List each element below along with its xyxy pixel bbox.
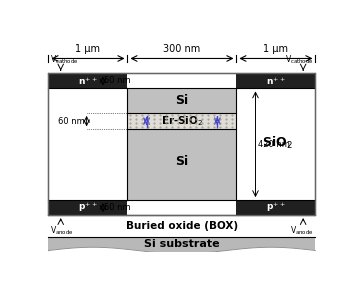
Text: V$_{\rm anode}$: V$_{\rm anode}$	[290, 225, 314, 237]
Bar	[236, 74, 315, 88]
Text: 50 nm: 50 nm	[104, 76, 131, 85]
Text: 50 nm: 50 nm	[104, 203, 131, 212]
Text: 300 nm: 300 nm	[163, 44, 201, 53]
Text: V$_{\rm cathode}$: V$_{\rm cathode}$	[50, 53, 78, 66]
Text: p$^{++}$: p$^{++}$	[266, 201, 286, 215]
Text: p$^{++}$: p$^{++}$	[78, 201, 98, 215]
Bar	[49, 215, 315, 237]
Text: V$_{\rm cathode}$: V$_{\rm cathode}$	[285, 53, 314, 66]
Text: 60 nm: 60 nm	[59, 117, 85, 126]
Text: Si substrate: Si substrate	[144, 239, 220, 249]
Bar	[127, 129, 236, 200]
Bar	[127, 88, 236, 113]
Text: V$_{\rm anode}$: V$_{\rm anode}$	[50, 225, 73, 237]
Text: Si: Si	[175, 94, 189, 107]
Text: Buried oxide (BOX): Buried oxide (BOX)	[126, 221, 238, 231]
Bar	[236, 74, 315, 215]
Bar	[49, 200, 127, 215]
Text: Si: Si	[175, 155, 189, 168]
Text: Er-SiO$_2$: Er-SiO$_2$	[161, 114, 203, 128]
Bar	[236, 200, 315, 215]
Text: 1 μm: 1 μm	[76, 44, 100, 53]
Bar	[49, 74, 127, 88]
Text: 1 μm: 1 μm	[263, 44, 288, 53]
Text: n$^{++}$: n$^{++}$	[78, 75, 98, 87]
Text: SiO$_2$: SiO$_2$	[262, 135, 293, 151]
Bar	[49, 237, 315, 252]
Bar	[49, 74, 127, 215]
Text: n$^{++}$: n$^{++}$	[266, 75, 286, 87]
Text: 420 nm: 420 nm	[258, 140, 290, 149]
Bar	[127, 113, 236, 129]
